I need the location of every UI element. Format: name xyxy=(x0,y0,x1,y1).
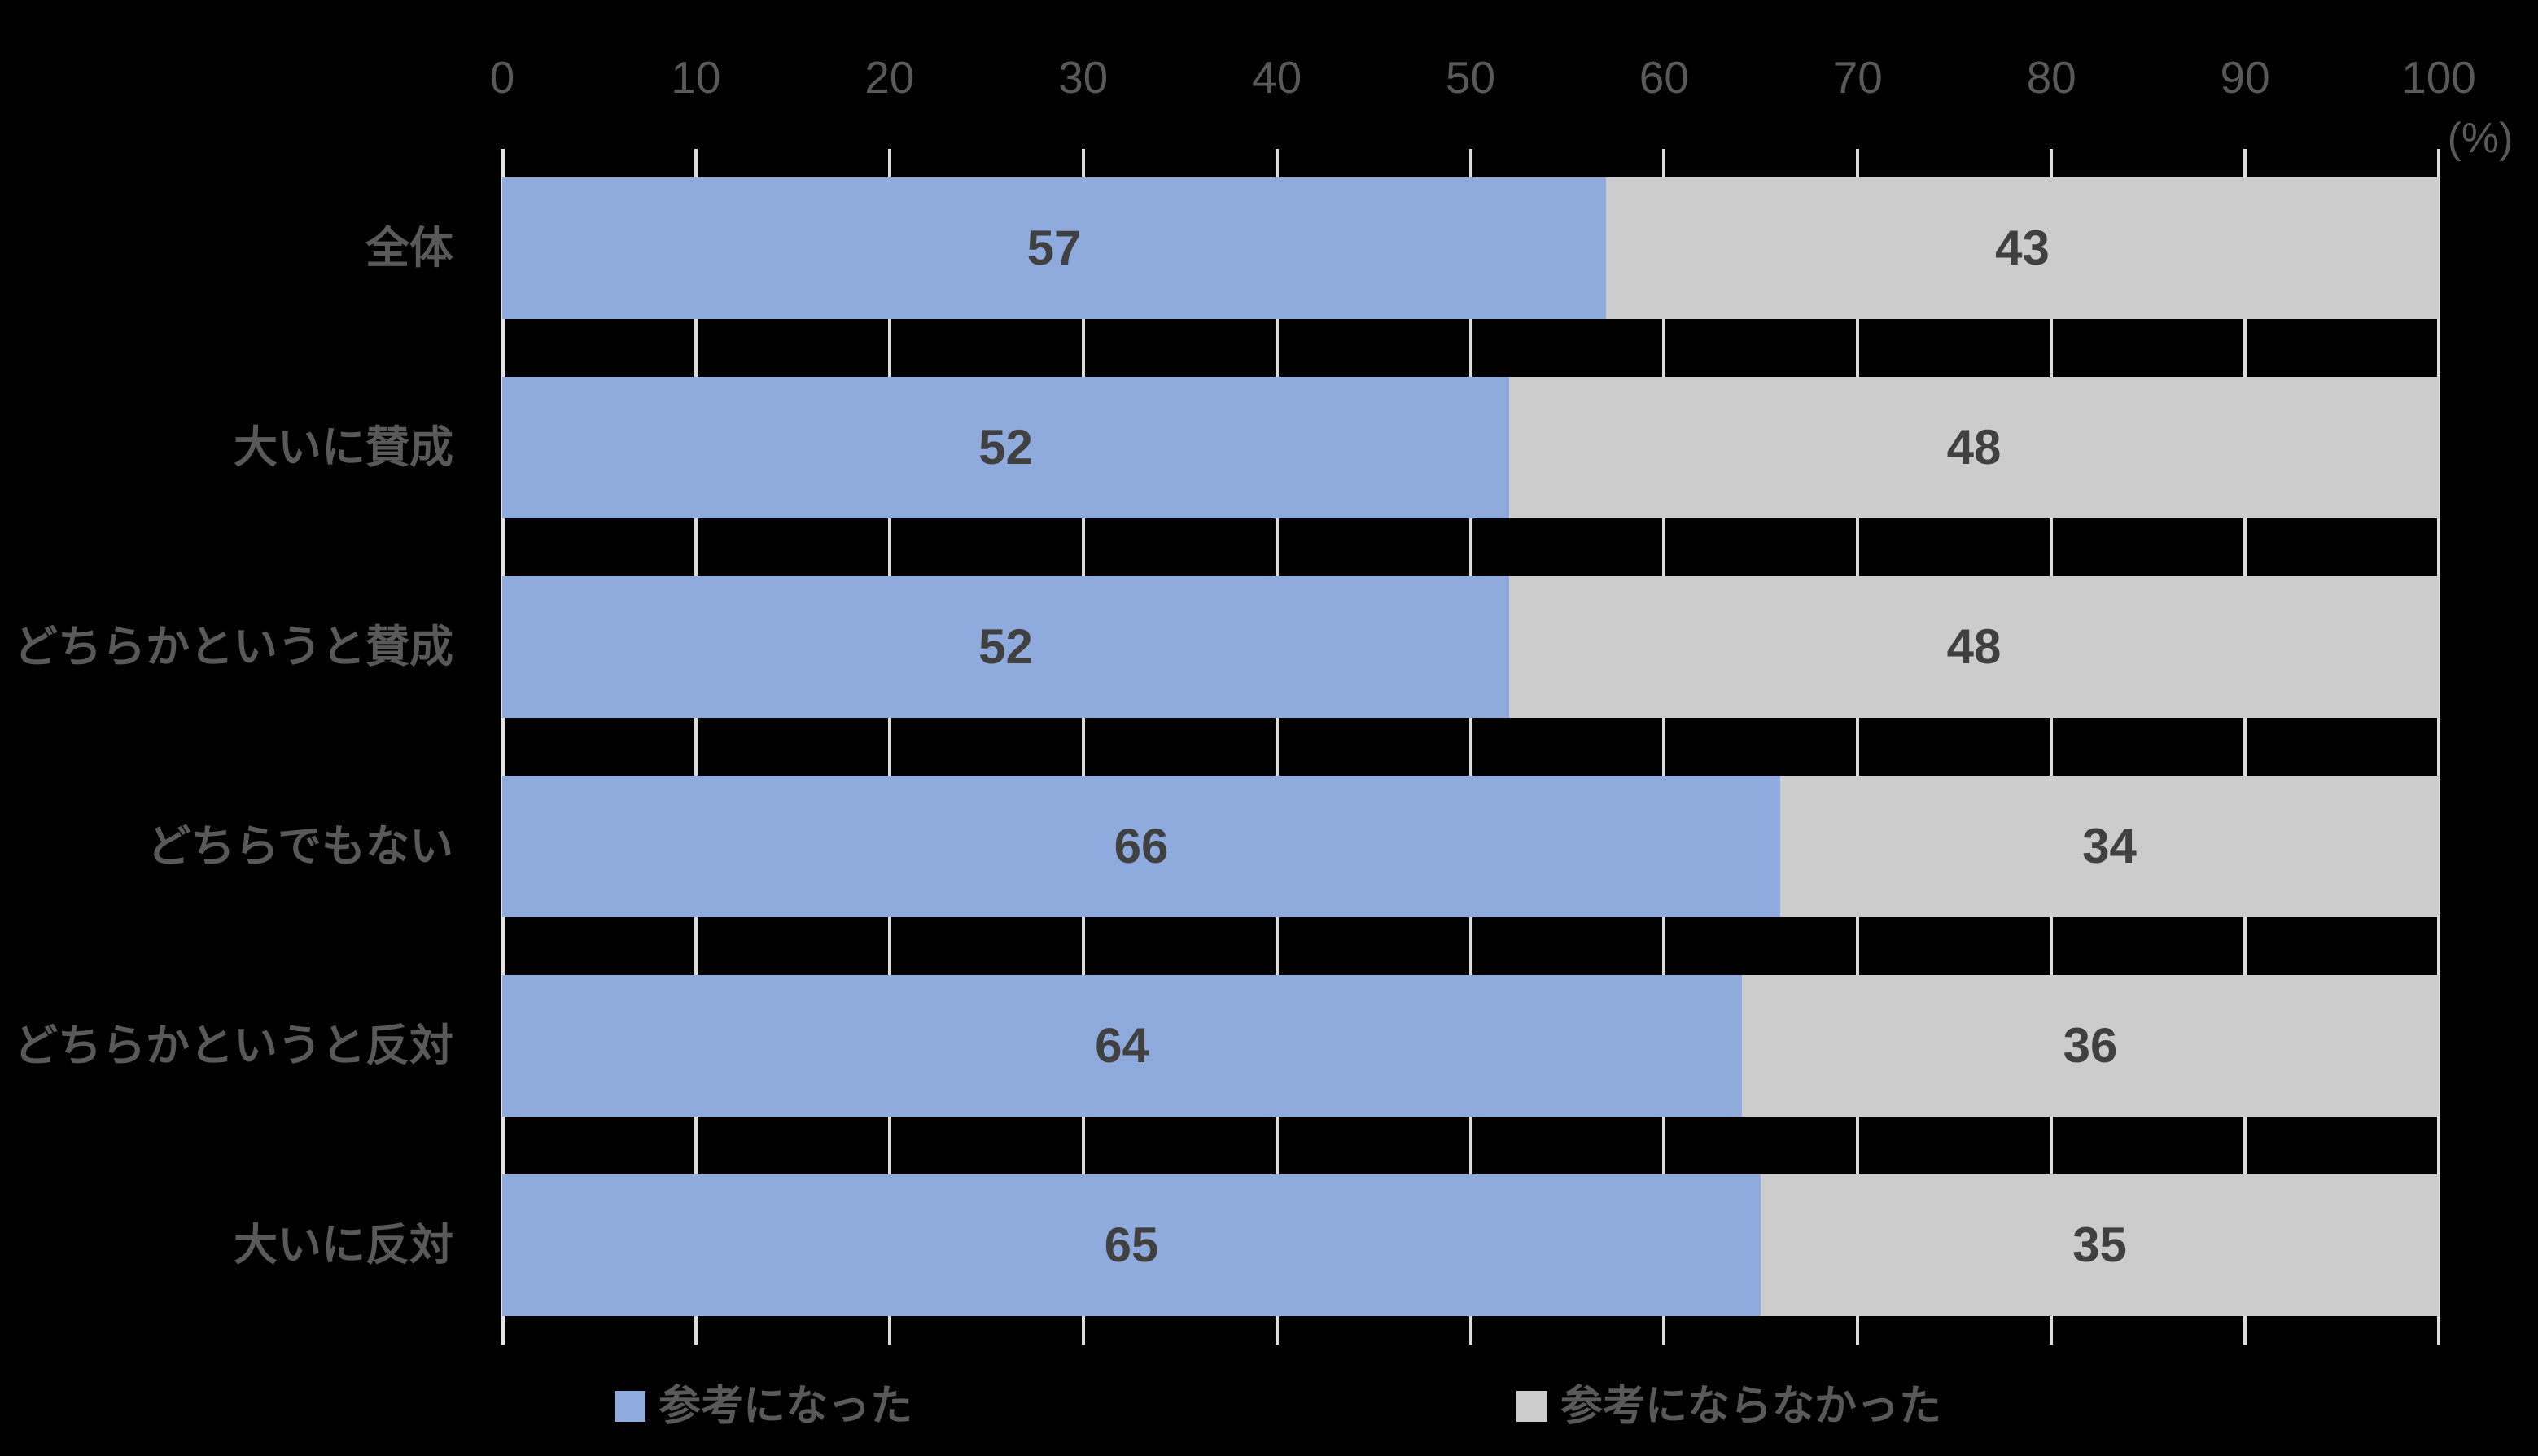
gridline-tick xyxy=(1856,149,1860,1345)
gridline-tick xyxy=(2050,149,2054,1345)
bar-segment-not-helpful: 34 xyxy=(1780,776,2439,917)
x-axis-tick-label: 20 xyxy=(864,52,915,103)
bar-segment-helpful: 52 xyxy=(502,576,1509,718)
legend-item: 参考にならなかった xyxy=(1516,1381,1941,1432)
gridline-tick xyxy=(1081,149,1085,1345)
x-axis-tick-label: 10 xyxy=(671,52,721,103)
x-axis-tick-label: 60 xyxy=(1639,52,1689,103)
legend-swatch-icon xyxy=(615,1391,645,1422)
bar-segment-helpful: 52 xyxy=(502,377,1509,518)
x-axis-tick-label: 80 xyxy=(2026,52,2076,103)
bar-segment-not-helpful: 43 xyxy=(1606,177,2439,319)
legend-item: 参考になった xyxy=(615,1381,912,1432)
gridline-tick xyxy=(1275,149,1279,1345)
category-label: 大いに賛成 xyxy=(234,423,453,472)
x-axis-tick-label: 100 xyxy=(2401,52,2476,103)
bar-segment-not-helpful: 36 xyxy=(1742,975,2439,1117)
gridline-tick xyxy=(1468,149,1472,1345)
y-axis-line xyxy=(501,149,505,1345)
x-axis-tick-label: 90 xyxy=(2220,52,2270,103)
x-axis-tick-label: 70 xyxy=(1832,52,1883,103)
x-axis-tick-label: 0 xyxy=(489,52,515,103)
gridline-tick xyxy=(694,149,698,1345)
legend-label: 参考にならなかった xyxy=(1560,1383,1942,1430)
category-label: どちらかというと反対 xyxy=(14,1021,453,1070)
category-label: どちらでもない xyxy=(147,822,453,871)
gridline-tick xyxy=(887,149,891,1345)
category-label: どちらかというと賛成 xyxy=(14,623,453,671)
bar-segment-helpful: 57 xyxy=(502,177,1606,319)
bar-segment-not-helpful: 48 xyxy=(1509,377,2439,518)
percent-unit-label: (%) xyxy=(2447,115,2514,162)
x-axis-tick-label: 40 xyxy=(1252,52,1302,103)
bar-segment-helpful: 66 xyxy=(502,776,1780,917)
legend-label: 参考になった xyxy=(659,1383,913,1430)
gridline-tick xyxy=(2243,149,2247,1345)
bar-segment-not-helpful: 35 xyxy=(1761,1174,2439,1316)
bar-segment-not-helpful: 48 xyxy=(1509,576,2439,718)
category-label: 大いに反対 xyxy=(234,1221,453,1270)
x-axis-tick-label: 50 xyxy=(1445,52,1496,103)
legend-swatch-icon xyxy=(1516,1391,1547,1422)
category-label: 全体 xyxy=(365,224,453,273)
gridline-tick xyxy=(1662,149,1666,1345)
bar-segment-helpful: 65 xyxy=(502,1174,1761,1316)
bar-segment-helpful: 64 xyxy=(502,975,1742,1117)
x-axis-tick-label: 30 xyxy=(1058,52,1109,103)
gridline-tick xyxy=(2437,149,2440,1345)
